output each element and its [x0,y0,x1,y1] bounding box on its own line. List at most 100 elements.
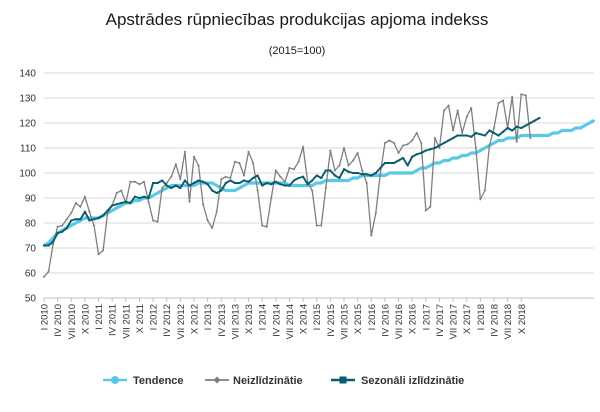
data-point [188,200,191,204]
data-point [406,142,409,146]
data-point [438,144,441,147]
data-point [183,150,187,154]
data-point [97,217,100,219]
data-point [411,155,414,158]
data-point [252,182,255,184]
series-lines [42,92,595,279]
data-point [360,169,364,172]
series-tendence [43,119,595,247]
data-point [265,182,268,184]
data-point [302,184,305,187]
data-point [479,133,482,136]
data-point [320,182,323,184]
data-point [115,207,118,209]
data-point [43,244,45,247]
data-point [424,167,427,169]
data-point [529,122,532,124]
x-tick-label: X 2018 [517,304,528,334]
data-point [120,204,123,207]
data-point [215,192,218,194]
data-point [115,203,118,206]
data-point [556,132,559,134]
data-point [179,177,182,181]
data-point [415,131,419,135]
data-point [47,244,50,247]
data-point [461,134,464,137]
x-tick-label: IV 2010 [53,304,64,337]
data-point [47,270,50,274]
data-point [283,180,287,184]
data-point [383,141,387,145]
data-point [279,183,282,186]
x-tick-label: X 2016 [408,304,419,334]
data-point [197,164,200,167]
data-point [493,132,495,134]
data-point [247,180,250,183]
data-point [479,149,482,152]
data-point [138,199,141,202]
data-point [156,182,159,184]
x-tick-label: I 2018 [476,304,487,330]
data-point [552,132,555,134]
x-tick-label: VII 2011 [121,304,132,339]
data-point [102,214,105,217]
data-point [538,134,541,137]
data-point [193,182,195,184]
data-point [447,159,450,162]
data-point [88,219,91,222]
data-point [493,142,495,144]
data-point [383,162,386,164]
data-point [70,219,73,222]
data-point [433,162,436,164]
data-point [302,175,305,178]
data-point [274,180,277,183]
x-tick-label: X 2013 [244,304,255,334]
x-tick-label: I 2012 [149,304,160,330]
gridlines [44,72,594,299]
data-point [333,174,336,177]
data-point [52,237,55,239]
series-line [44,117,540,247]
data-point [310,189,314,192]
data-point [83,210,86,213]
data-point [442,109,446,112]
data-point [69,211,73,215]
series-sezonali-izlidzinatie [43,117,541,247]
data-point [570,129,573,132]
data-point [111,209,114,212]
data-point [61,230,64,233]
data-point [283,184,286,187]
data-point [324,169,327,172]
data-point [383,174,386,177]
data-point [315,182,318,184]
y-axis: 50 60 70 80 90 100 110 120 130 140 [19,69,36,305]
data-point [329,179,332,182]
data-point [533,119,536,122]
series-line [43,119,595,247]
data-point [92,224,96,227]
data-point [333,179,336,182]
x-tick-label: I 2015 [312,304,323,330]
x-tick-label: I 2011 [94,304,105,330]
data-point [506,127,509,129]
x-tick-label: X 2011 [135,304,146,333]
data-point [338,164,341,167]
data-point [402,172,405,174]
data-point [169,175,173,179]
data-point [419,141,423,145]
data-point [329,169,332,172]
data-point [347,170,350,173]
data-point [497,139,500,142]
data-point [119,189,123,192]
data-point [543,134,545,137]
data-point [479,197,482,201]
x-tick-label: I 2013 [203,304,214,330]
x-tick-label: IV 2015 [326,304,337,337]
data-point [165,187,168,189]
data-point [288,166,291,170]
data-point [261,184,264,187]
data-point [201,202,205,206]
data-point [406,164,409,167]
data-point [429,164,432,167]
data-point [79,218,82,221]
